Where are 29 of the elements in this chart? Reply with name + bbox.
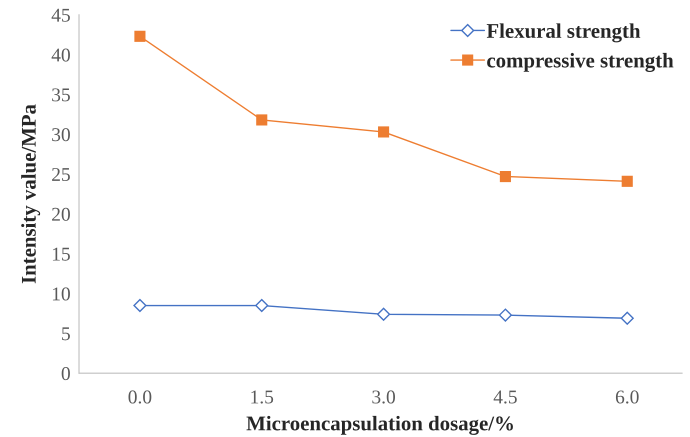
point [498, 308, 512, 322]
y-tick-label: 35 [52, 88, 70, 102]
x-tick-label: 3.0 [372, 390, 395, 404]
point [376, 308, 390, 321]
point [620, 312, 634, 325]
x-tick-label: 0.0 [128, 390, 152, 404]
y-tick-label: 5 [62, 327, 70, 340]
y-tick-label: 40 [52, 48, 70, 62]
y-tick-label: 15 [52, 248, 70, 261]
y-tick-label: 25 [52, 168, 70, 182]
point [500, 170, 511, 182]
x-axis-title: Microencapsulation dosage/% [246, 416, 513, 435]
y-tick-label: 30 [52, 128, 70, 142]
y-tick-label: 45 [52, 8, 70, 22]
point [134, 30, 146, 42]
y-axis-title: Intensity value/MPa [21, 104, 40, 284]
y-tick-label: 20 [52, 208, 70, 221]
point [378, 126, 390, 138]
x-tick-label: 6.0 [616, 390, 639, 404]
x-tick-label: 4.5 [494, 390, 517, 404]
y-tick-label: 0 [62, 367, 70, 380]
point [622, 176, 633, 187]
legend-label: compressive strength [487, 52, 674, 72]
point [256, 114, 268, 126]
y-tick-label: 10 [52, 287, 70, 301]
x-tick-label: 1.5 [251, 390, 274, 404]
point [255, 298, 268, 312]
legend-label: Flexural strength [486, 23, 640, 42]
point [133, 298, 147, 312]
